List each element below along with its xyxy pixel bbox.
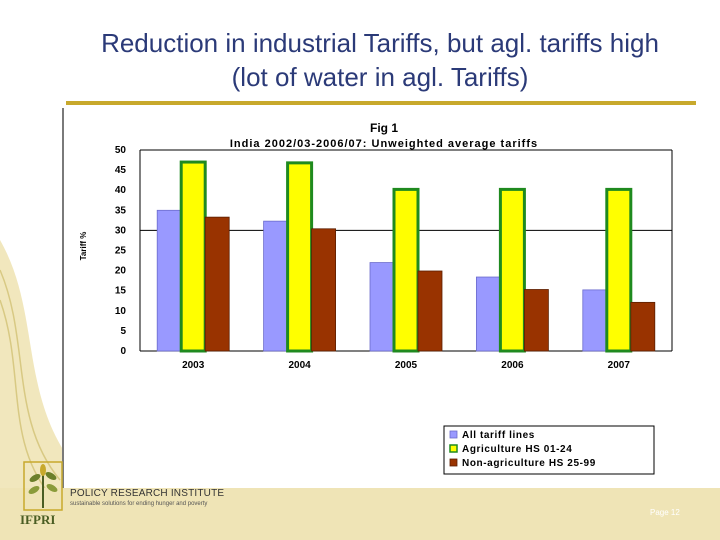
y-tick-label: 15 <box>115 286 127 297</box>
bar-all-2007 <box>582 289 608 352</box>
bar-agriculture-2007 <box>605 187 633 353</box>
bar-agriculture-2004 <box>286 161 314 353</box>
slide-title-line1: Reduction in industrial Tariffs, but agl… <box>101 28 659 58</box>
bar-non-agriculture-2003 <box>204 216 230 352</box>
footer-bar <box>0 488 720 540</box>
y-tick-label: 30 <box>115 225 127 236</box>
y-tick-label: 40 <box>115 185 127 196</box>
y-tick-label: 25 <box>115 246 127 257</box>
legend-swatch <box>449 430 458 439</box>
x-tick-label: 2006 <box>501 360 524 371</box>
y-tick-label: 5 <box>120 326 126 337</box>
ifpri-leaf-logo-icon <box>23 461 63 511</box>
x-tick-label: 2005 <box>395 360 418 371</box>
y-tick-layer: 0 5 10 15 20 25 30 35 40 45 50 <box>115 145 127 357</box>
x-tick-label: 2004 <box>288 360 311 371</box>
x-tick-layer: 2003 2004 2005 2006 2007 <box>182 360 630 371</box>
y-tick-label: 35 <box>115 205 127 216</box>
bar-all-2005 <box>369 262 395 352</box>
org-name: POLICY RESEARCH INSTITUTE <box>70 488 225 499</box>
tariff-bar-chart: Fig 1 India 2002/03-2006/07: Unweighted … <box>64 112 720 488</box>
bar-non-agriculture-2005 <box>417 270 443 352</box>
chart-legend: All tariff lines Agriculture HS 01-24 Non-… <box>443 425 655 475</box>
bar-agriculture-2003 <box>179 160 207 353</box>
bar-all-2003 <box>156 209 182 352</box>
y-tick-label: 0 <box>120 346 126 357</box>
legend-label: All tariff lines <box>462 430 535 441</box>
org-tagline: sustainable solutions for ending hunger … <box>70 501 208 507</box>
bar-non-agriculture-2007 <box>630 301 656 352</box>
chart-subtitle: India 2002/03-2006/07: Unweighted averag… <box>230 138 538 150</box>
bar-agriculture-2006 <box>498 187 526 353</box>
chart-title: Fig 1 <box>370 121 398 135</box>
bar-all-2004 <box>263 220 289 352</box>
legend-swatch <box>449 458 458 467</box>
left-border-line <box>62 108 64 498</box>
slide-title: Reduction in industrial Tariffs, but agl… <box>40 26 720 94</box>
legend-box <box>443 425 655 475</box>
y-tick-label: 20 <box>115 266 127 277</box>
y-tick-label: 45 <box>115 165 127 176</box>
y-axis-label: Tariff % <box>79 232 88 261</box>
bar-layer <box>156 160 656 353</box>
legend-label: Agriculture HS 01-24 <box>462 444 572 455</box>
bar-non-agriculture-2004 <box>311 228 337 352</box>
y-tick-label: 10 <box>115 306 127 317</box>
bar-non-agriculture-2006 <box>523 289 549 352</box>
title-underline <box>66 101 696 105</box>
bar-agriculture-2005 <box>392 187 420 353</box>
legend-swatch <box>449 444 458 453</box>
bar-all-2006 <box>475 276 501 352</box>
slide-title-line2: (lot of water in agl. Tariffs) <box>231 62 529 92</box>
logo-text: IFPRI <box>20 512 56 527</box>
legend-label: Non-agriculture HS 25-99 <box>462 458 596 469</box>
x-tick-label: 2003 <box>182 360 205 371</box>
x-tick-label: 2007 <box>608 360 631 371</box>
y-tick-label: 50 <box>115 145 127 156</box>
page-number: Page 12 <box>650 508 680 517</box>
